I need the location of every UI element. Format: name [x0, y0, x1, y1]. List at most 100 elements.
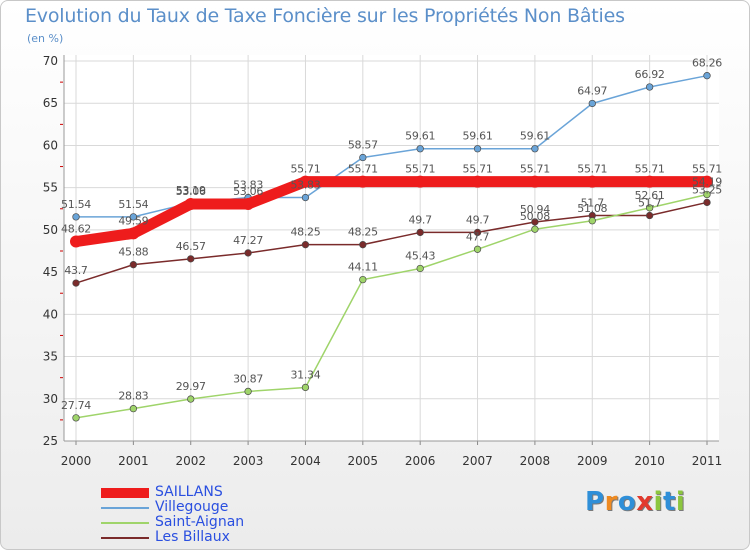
data-point [72, 414, 80, 422]
data-label: 55.71 [692, 163, 722, 176]
legend-swatch-saillans [101, 488, 149, 498]
x-tick-label: 2007 [462, 454, 493, 468]
data-point [359, 241, 367, 249]
data-label: 53.83 [233, 179, 263, 192]
data-label: 27.74 [61, 399, 91, 412]
data-label: 54.19 [692, 176, 722, 189]
legend-label-saillans: SAILLANS [155, 484, 223, 500]
data-label: 47.7 [466, 230, 490, 243]
data-point [187, 395, 195, 403]
data-label: 59.61 [463, 130, 493, 143]
data-point [187, 255, 195, 263]
data-label: 30.87 [233, 372, 263, 385]
data-point [643, 175, 656, 188]
data-point [72, 279, 80, 287]
chart-title: Evolution du Taux de Taxe Foncière sur l… [25, 5, 625, 27]
y-tick-label: 40 [43, 307, 58, 321]
data-point [473, 245, 482, 253]
data-label: 46.57 [176, 240, 206, 253]
data-label: 49.7 [409, 213, 433, 226]
data-point [301, 241, 310, 249]
y-tick-label: 55 [43, 181, 58, 195]
data-point [129, 261, 138, 269]
data-point [242, 198, 255, 211]
data-label: 55.71 [520, 163, 550, 176]
data-point [416, 228, 424, 237]
legend-item-les-billaux: Les Billaux [101, 530, 244, 545]
x-tick-label: 2005 [348, 454, 379, 468]
data-label: 55.71 [463, 163, 493, 176]
data-label: 64.97 [577, 84, 607, 97]
data-point [645, 83, 654, 91]
data-point [72, 213, 80, 221]
data-label: 53.06 [233, 185, 263, 198]
data-point [70, 235, 82, 248]
data-label: 48.62 [61, 223, 91, 236]
logo-letter: x [636, 487, 654, 517]
data-label: 55.71 [290, 163, 320, 176]
y-tick-label: 45 [43, 265, 58, 279]
data-point [645, 204, 654, 212]
data-label: 51.54 [118, 198, 148, 211]
data-point [471, 175, 484, 188]
data-label: 53.19 [176, 184, 206, 197]
data-label: 55.71 [348, 163, 378, 176]
chart-subtitle: (en %) [27, 32, 64, 45]
data-label: 45.43 [405, 249, 435, 262]
logo-letter: i [653, 487, 663, 517]
data-label: 53.06 [176, 185, 206, 198]
data-label: 49.59 [118, 214, 148, 227]
y-tick-label: 65 [43, 96, 58, 110]
legend-item-saint-aignan: Saint-Aignan [101, 515, 244, 530]
legend-label-villegouge: Villegouge [155, 499, 229, 515]
data-label: 43.7 [64, 264, 88, 277]
x-tick-label: 2002 [175, 454, 206, 468]
data-point [416, 264, 424, 273]
x-tick-label: 2009 [577, 454, 608, 468]
data-label: 48.25 [290, 226, 320, 239]
data-point [359, 275, 367, 284]
x-tick-label: 2000 [61, 454, 92, 468]
data-label: 44.11 [348, 261, 378, 274]
data-point [473, 228, 482, 237]
x-tick-label: 2003 [233, 454, 264, 468]
logo-letter: t [662, 487, 676, 517]
y-tick-label: 50 [43, 223, 58, 237]
data-point [129, 405, 138, 413]
data-point [301, 193, 310, 202]
data-label: 59.61 [405, 130, 435, 143]
data-label: 66.92 [635, 68, 665, 81]
data-point [473, 145, 482, 153]
proxiti-logo: Proxiti [585, 487, 685, 517]
data-label: 50.08 [520, 210, 550, 223]
y-tick-label: 30 [43, 392, 58, 406]
x-tick-label: 2010 [634, 454, 665, 468]
logo-letter: i [675, 487, 686, 517]
legend-label-les-billaux: Les Billaux [155, 529, 230, 545]
y-tick-label: 60 [43, 138, 58, 152]
legend-swatch-les-billaux [101, 537, 149, 539]
logo-letter: r [604, 487, 618, 517]
data-label: 45.88 [118, 246, 148, 259]
data-point [701, 175, 713, 188]
y-tick-label: 70 [43, 54, 58, 68]
data-label: 68.26 [692, 57, 722, 70]
x-tick-label: 2004 [290, 454, 321, 468]
data-label: 55.71 [577, 163, 607, 176]
x-tick-label: 2001 [118, 454, 149, 468]
series-line [75, 201, 708, 284]
data-point [703, 190, 711, 199]
data-point [531, 145, 539, 153]
data-label: 51.54 [61, 198, 91, 211]
data-label: 55.71 [405, 163, 435, 176]
data-point [359, 153, 367, 162]
data-label: 58.57 [348, 139, 378, 152]
x-tick-label: 2008 [520, 454, 551, 468]
x-tick-label: 2011 [692, 454, 723, 468]
data-point [703, 72, 711, 80]
series-line [70, 176, 713, 248]
data-point [645, 211, 654, 220]
data-point [703, 198, 711, 207]
data-label: 51.7 [581, 197, 605, 210]
